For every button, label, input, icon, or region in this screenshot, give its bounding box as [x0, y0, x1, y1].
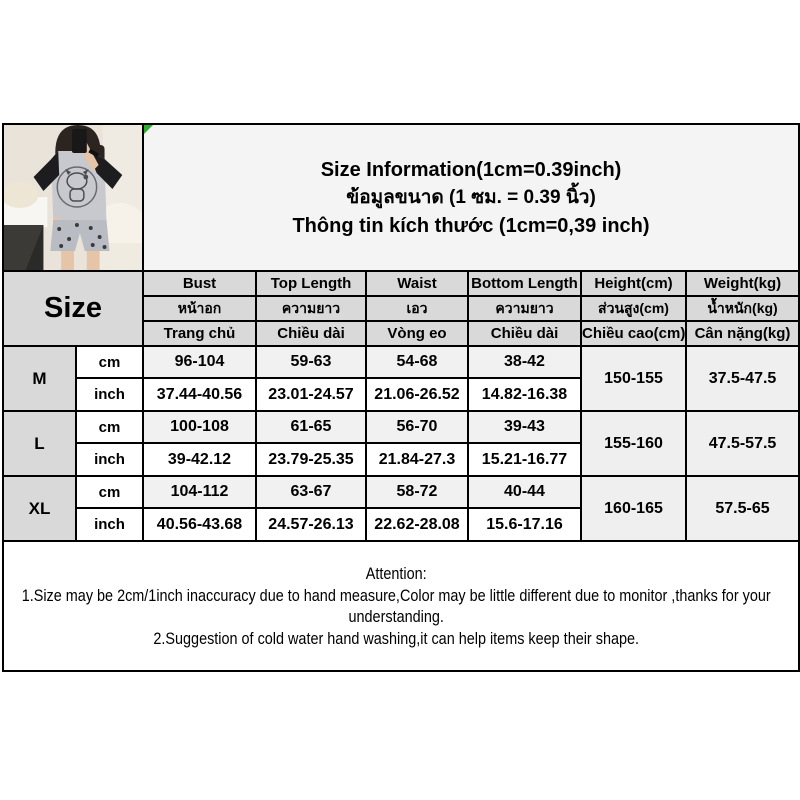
cell-xl-height: 160-165: [580, 475, 687, 542]
col-waist-en: Waist: [365, 270, 469, 297]
col-weight-en: Weight(kg): [684, 270, 800, 297]
row-m-unit-cm: cm: [75, 345, 144, 379]
cell-m-cm-bust: 96-104: [142, 345, 257, 379]
attention-note-2: 2.Suggestion of cold water hand washing,…: [153, 628, 640, 648]
col-top-length-vi: Chiều dài: [255, 320, 367, 347]
row-m-unit-inch: inch: [75, 377, 144, 412]
cell-m-inch-waist: 21.06-26.52: [365, 377, 469, 412]
cell-xl-inch-top-length: 24.57-26.13: [255, 507, 367, 542]
cell-l-cm-bust: 100-108: [142, 410, 257, 444]
row-l-label: L: [2, 410, 77, 477]
cell-m-inch-top-length: 23.01-24.57: [255, 377, 367, 412]
cell-m-cm-top-length: 59-63: [255, 345, 367, 379]
row-xl-unit-inch: inch: [75, 507, 144, 542]
cell-xl-weight: 57.5-65: [684, 475, 800, 542]
cell-xl-inch-bust: 40.56-43.68: [142, 507, 257, 542]
col-height-th: ส่วนสูง(cm): [580, 295, 687, 322]
col-height-vi: Chiều cao(cm): [580, 320, 687, 347]
row-m-label: M: [2, 345, 77, 412]
cell-l-height: 155-160: [580, 410, 687, 477]
col-top-length-en: Top Length: [255, 270, 367, 297]
col-bottom-length-vi: Chiều dài: [467, 320, 582, 347]
product-photo: [2, 123, 144, 272]
cell-xl-cm-top-length: 63-67: [255, 475, 367, 509]
cell-l-cm-bottom-length: 39-43: [467, 410, 582, 444]
title-english: Size Information(1cm=0.39inch): [320, 158, 622, 181]
col-weight-th: น้ำหนัก(kg): [684, 295, 800, 322]
col-bust-en: Bust: [142, 270, 257, 297]
cell-xl-cm-waist: 58-72: [365, 475, 469, 509]
cell-l-inch-waist: 21.84-27.3: [365, 442, 469, 477]
title-thai: ข้อมูลขนาด (1 ซม. = 0.39 นิ้ว): [346, 186, 596, 208]
col-waist-th: เอว: [365, 295, 469, 322]
cell-l-cm-top-length: 61-65: [255, 410, 367, 444]
col-waist-vi: Vòng eo: [365, 320, 469, 347]
cell-xl-cm-bottom-length: 40-44: [467, 475, 582, 509]
row-l-unit-cm: cm: [75, 410, 144, 444]
attention-box: Attention: 1.Size may be 2cm/1inch inacc…: [1, 540, 800, 672]
col-top-length-th: ความยาว: [255, 295, 367, 322]
cell-xl-inch-bottom-length: 15.6-17.16: [467, 507, 582, 542]
cell-m-inch-bottom-length: 14.82-16.38: [467, 377, 582, 412]
row-l-unit-inch: inch: [75, 442, 144, 477]
cell-l-inch-bottom-length: 15.21-16.77: [467, 442, 582, 477]
row-xl-unit-cm: cm: [75, 475, 144, 509]
size-header: Size: [2, 270, 144, 347]
cell-l-inch-top-length: 23.79-25.35: [255, 442, 367, 477]
col-weight-vi: Cân nặng(kg): [684, 320, 800, 347]
attention-note-1: 1.Size may be 2cm/1inch inaccuracy due t…: [21, 585, 771, 627]
cell-l-weight: 47.5-57.5: [684, 410, 800, 477]
size-table: Size Information(1cm=0.39inch) ข้อมูลขนา…: [1, 123, 800, 672]
product-photo-illustration: [5, 126, 141, 269]
cell-l-inch-bust: 39-42.12: [142, 442, 257, 477]
cell-m-height: 150-155: [580, 345, 687, 412]
row-xl-label: XL: [2, 475, 77, 542]
cell-l-cm-waist: 56-70: [365, 410, 469, 444]
col-height-en: Height(cm): [580, 270, 687, 297]
attention-text: Attention: 1.Size may be 2cm/1inch inacc…: [5, 563, 788, 649]
col-bust-th: หน้าอก: [142, 295, 257, 322]
cell-xl-inch-waist: 22.62-28.08: [365, 507, 469, 542]
green-triangle-marker-icon: [145, 126, 153, 134]
cell-m-inch-bust: 37.44-40.56: [142, 377, 257, 412]
col-bust-vi: Trang chủ: [142, 320, 257, 347]
title-vietnamese: Thông tin kích thước (1cm=0,39 inch): [292, 214, 650, 237]
cell-m-cm-bottom-length: 38-42: [467, 345, 582, 379]
cell-m-weight: 37.5-47.5: [684, 345, 800, 412]
col-bottom-length-th: ความยาว: [467, 295, 582, 322]
cell-m-cm-waist: 54-68: [365, 345, 469, 379]
cell-xl-cm-bust: 104-112: [142, 475, 257, 509]
attention-heading: Attention:: [365, 564, 427, 583]
col-bottom-length-en: Bottom Length: [467, 270, 582, 297]
size-info-title-block: Size Information(1cm=0.39inch) ข้อมูลขนา…: [141, 123, 800, 272]
